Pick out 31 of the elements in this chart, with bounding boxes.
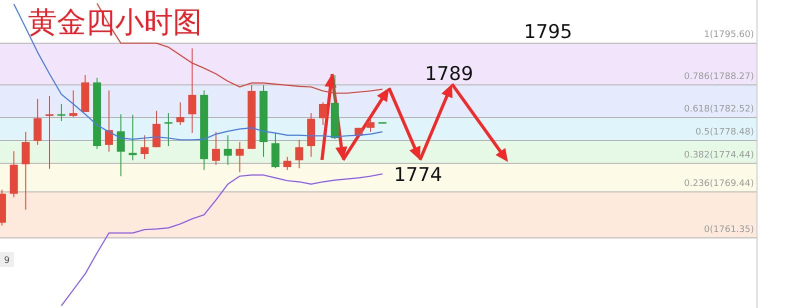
annotation: 9 [4,256,10,266]
candlestick [271,132,280,169]
candlestick [224,134,232,166]
candlestick [46,96,54,170]
annotation: 1774 [394,164,442,186]
ref-line-label: 1(1795.60) [704,30,754,40]
ref-line-label: 0.5(1778.48) [695,127,754,138]
ref-line-label: 0.382(1774.44) [684,150,754,160]
candlestick [116,114,125,177]
candlestick [34,98,42,146]
ref-line-label: 0.618(1782.52) [684,104,754,115]
candlestick [295,139,304,169]
candlestick [164,112,172,147]
annotation: 1789 [424,63,474,85]
candlestick [188,48,196,134]
ref-line-label: 0.786(1788.27) [684,72,754,82]
candlestick [140,134,149,160]
candlestick [176,102,184,126]
candlestick [69,90,78,118]
ref-line-label: 0.236(1769.44) [684,178,754,189]
candlestick [212,131,220,166]
candlestick [318,102,327,126]
candlestick [236,142,244,173]
candlestick [22,131,30,210]
candlestick [366,118,375,132]
candlestick [104,90,113,152]
ref-line-label: 0(1761.35) [704,224,754,235]
candlestick [152,110,161,148]
candlestick [57,103,66,122]
candlestick [283,156,292,170]
annotation: 1795 [524,21,572,43]
